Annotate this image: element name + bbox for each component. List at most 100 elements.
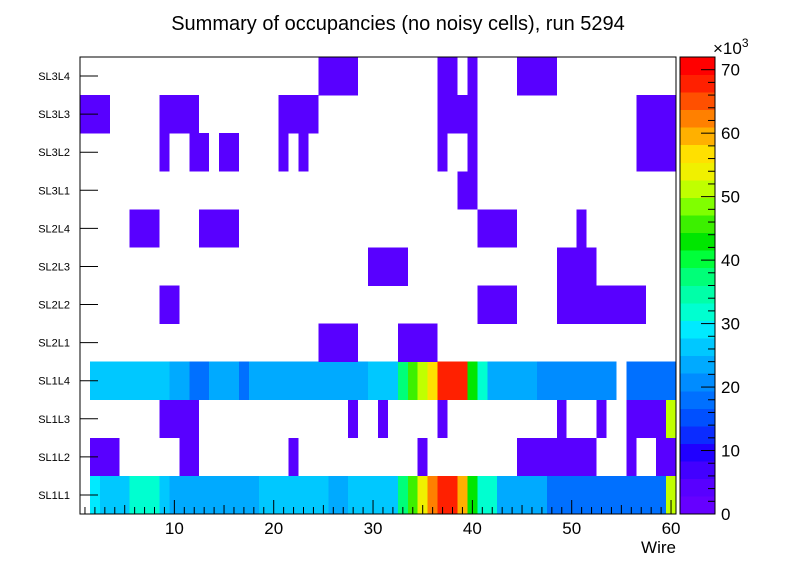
heatmap-cell xyxy=(348,399,359,439)
heatmap-cell xyxy=(626,437,637,477)
heatmap-cell xyxy=(666,475,676,515)
heatmap-cell xyxy=(219,133,239,172)
x-axis: 10 20 30 40 50 60 xyxy=(84,500,680,538)
heatmap-cell xyxy=(298,133,309,172)
x-axis-label: Wire xyxy=(641,538,676,557)
heatmap-cell xyxy=(467,57,478,96)
heatmap-cell xyxy=(368,247,408,286)
y-tick-label: SL2L4 xyxy=(38,223,70,235)
colorbar-tick-label: 50 xyxy=(721,188,740,207)
colorbar-tick-label: 10 xyxy=(721,442,740,461)
colorbar-tick-label: 0 xyxy=(721,505,730,524)
colorbar-segment xyxy=(680,443,715,462)
y-tick-label: SL3L3 xyxy=(38,109,70,121)
heatmap-cell xyxy=(437,361,448,401)
heatmap-cell xyxy=(437,399,448,439)
heatmap-cell xyxy=(437,57,458,96)
heatmap-cell xyxy=(407,475,418,515)
heatmap-cell xyxy=(437,95,478,134)
heatmap-cell xyxy=(89,361,170,401)
heatmap-cell xyxy=(159,399,200,439)
heatmap-cell xyxy=(159,285,180,324)
heatmap-cell xyxy=(467,361,478,401)
heatmap-cell xyxy=(636,133,676,172)
colorbar-tick-label: 40 xyxy=(721,251,740,270)
colorbar-segment xyxy=(680,162,715,181)
heatmap-cell xyxy=(457,171,478,210)
heatmap-cell xyxy=(626,361,637,401)
colorbar-multiplier-exp: 3 xyxy=(742,36,749,50)
heatmap-cell xyxy=(487,361,537,401)
heatmap-cell xyxy=(278,133,289,172)
x-tick-label: 10 xyxy=(165,519,184,538)
heatmap-cell xyxy=(477,285,518,324)
heatmap-cell xyxy=(666,399,676,439)
heatmap-cell xyxy=(437,475,458,515)
heatmap-cell xyxy=(576,209,587,248)
y-tick-label: SL1L2 xyxy=(38,452,70,464)
colorbar-segment xyxy=(680,109,715,128)
y-tick-label: SL3L2 xyxy=(38,147,70,159)
colorbar-segment xyxy=(680,496,715,515)
heatmap-cell xyxy=(457,475,468,515)
colorbar-segment xyxy=(680,74,715,93)
y-tick-label: SL1L1 xyxy=(38,490,70,502)
heatmap-cell xyxy=(556,247,597,286)
heatmap-cell xyxy=(427,475,438,515)
colorbar-tick-label: 20 xyxy=(721,378,740,397)
colorbar-segment xyxy=(680,390,715,409)
colorbar-segment xyxy=(680,373,715,392)
heatmap-cell xyxy=(477,475,498,515)
y-tick-label: SL3L1 xyxy=(38,185,70,197)
heatmap-cell xyxy=(179,437,200,477)
heatmap-cell xyxy=(536,361,617,401)
heatmap-cell xyxy=(467,475,478,515)
heatmap-cell xyxy=(427,361,438,401)
colorbar-segment xyxy=(680,92,715,111)
heatmap-cell xyxy=(159,95,200,134)
x-tick-label: 30 xyxy=(364,519,383,538)
heatmap-cell xyxy=(159,133,170,172)
heatmap-cell xyxy=(397,361,408,401)
colorbar-segment xyxy=(680,355,715,374)
heatmap-cell xyxy=(189,361,210,401)
colorbar-tick-label: 30 xyxy=(721,315,740,334)
heatmap-cell xyxy=(159,475,170,515)
y-tick-label: SL2L2 xyxy=(38,300,70,312)
colorbar-multiplier: ×103 xyxy=(713,36,749,58)
y-tick-label: SL2L1 xyxy=(38,338,70,350)
plot-border xyxy=(79,56,677,515)
heatmap-cell xyxy=(318,323,359,362)
heatmap-cell xyxy=(596,399,607,439)
colorbar-segment xyxy=(680,303,715,321)
colorbar-segment xyxy=(680,426,715,444)
colorbar-segment xyxy=(680,461,715,480)
heatmap-cell xyxy=(447,361,468,401)
heatmap-cell xyxy=(636,361,676,401)
heatmap-cell xyxy=(477,361,488,401)
colorbar-segment xyxy=(680,57,715,75)
heatmap-cell xyxy=(517,57,557,96)
colorbar-segment xyxy=(680,285,715,304)
heatmap-cells xyxy=(80,57,676,515)
heatmap-cell xyxy=(129,209,160,248)
colorbar-segment xyxy=(680,215,715,234)
chart-title: Summary of occupancies (no noisy cells),… xyxy=(171,13,625,35)
colorbar-segment xyxy=(680,127,715,146)
heatmap-cell xyxy=(417,437,428,477)
y-tick-label: SL3L4 xyxy=(38,71,70,83)
colorbar-segment xyxy=(680,232,715,251)
y-tick-label: SL1L3 xyxy=(38,414,70,426)
heatmap-cell xyxy=(467,133,478,172)
heatmap-cell xyxy=(656,437,676,477)
colorbar-segment xyxy=(680,320,715,339)
y-tick-label: SL1L4 xyxy=(38,376,70,388)
heatmap-cell xyxy=(626,399,667,439)
x-tick-label: 40 xyxy=(463,519,482,538)
colorbar-segment xyxy=(680,478,715,497)
heatmap-cell xyxy=(517,437,597,477)
colorbar-tick-label: 60 xyxy=(721,124,740,143)
heatmap-cell xyxy=(636,95,676,134)
heatmap-cell xyxy=(437,133,448,172)
